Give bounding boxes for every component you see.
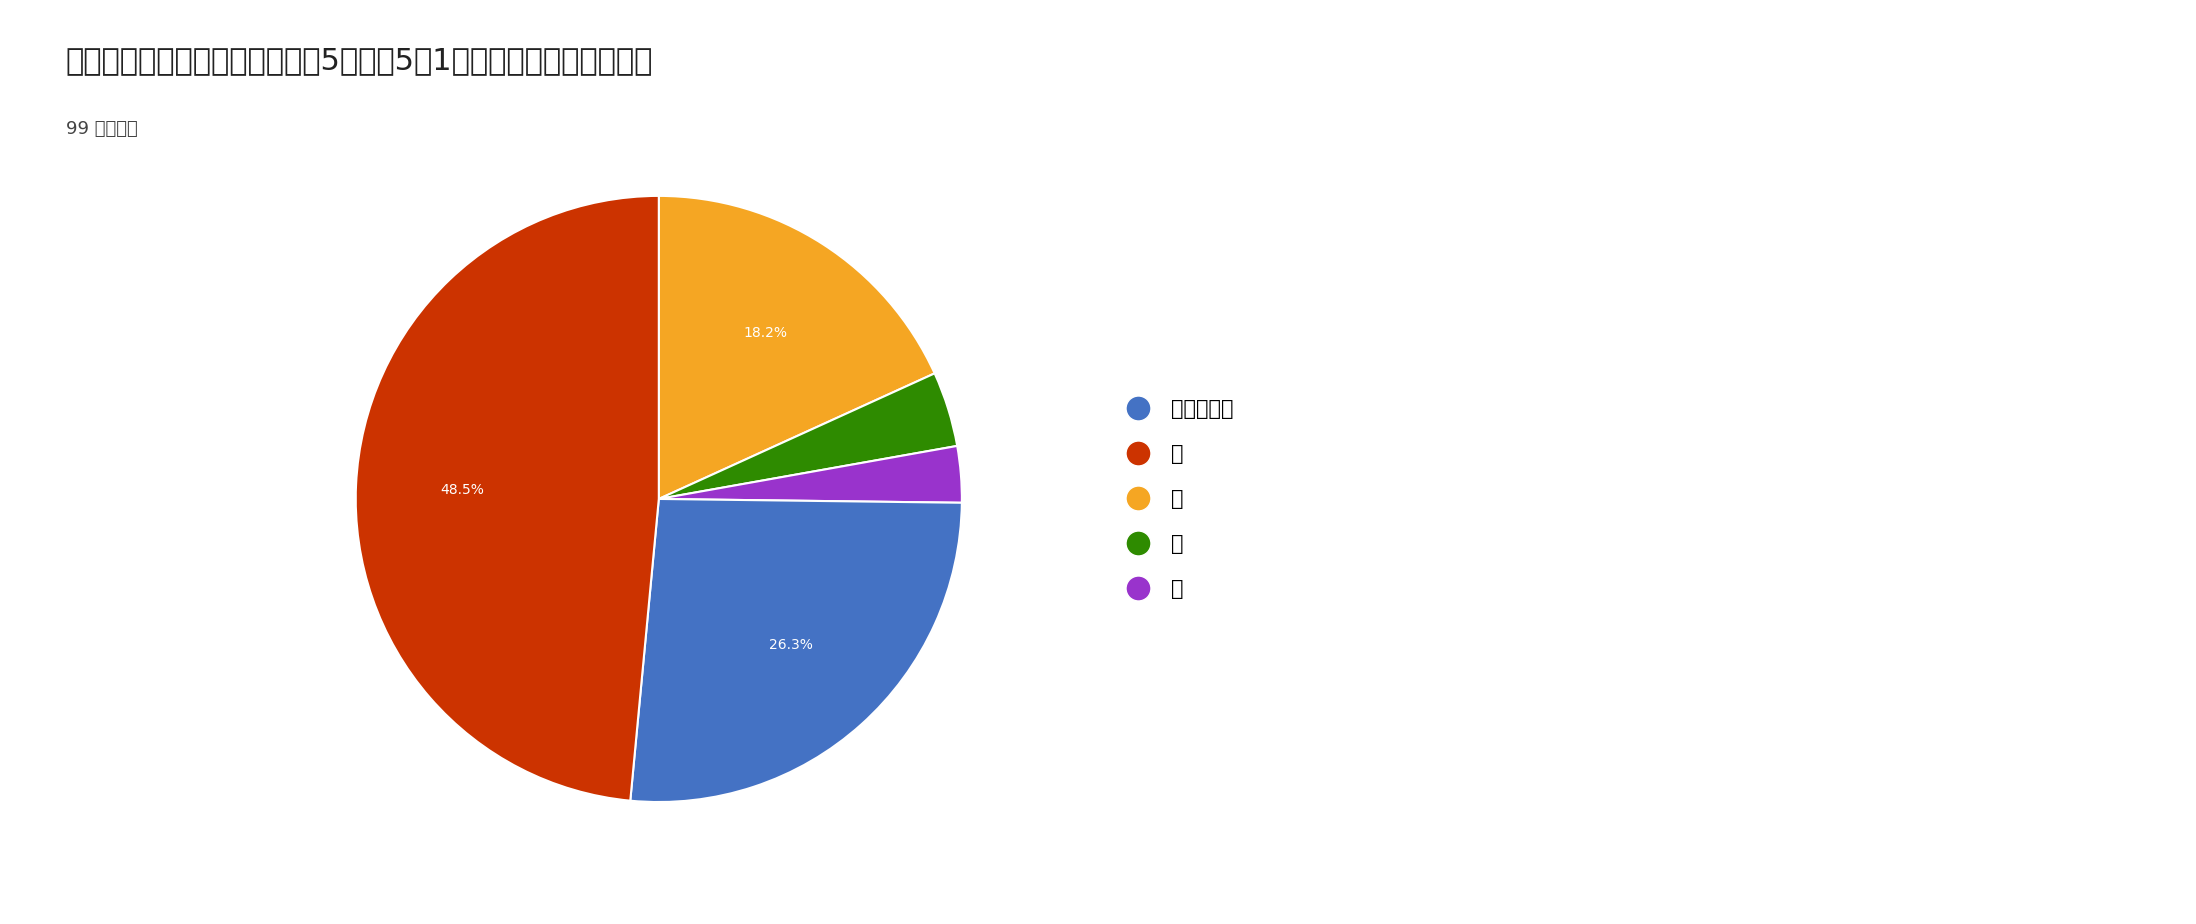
- Text: 99 件の回答: 99 件の回答: [66, 120, 138, 138]
- Wedge shape: [659, 373, 957, 499]
- Text: 18.2%: 18.2%: [744, 326, 788, 340]
- Text: 48.5%: 48.5%: [439, 482, 483, 497]
- Text: １．この催しについて、最良を5として5〜1の数字を選んでください: １．この催しについて、最良を5として5〜1の数字を選んでください: [66, 46, 652, 75]
- Wedge shape: [659, 196, 935, 499]
- Text: 26.3%: 26.3%: [769, 638, 813, 652]
- Wedge shape: [659, 446, 962, 503]
- Wedge shape: [630, 499, 962, 802]
- Wedge shape: [356, 196, 659, 801]
- Legend: ５（最良）, ４, ３, ２, １: ５（最良）, ４, ３, ２, １: [1109, 391, 1243, 607]
